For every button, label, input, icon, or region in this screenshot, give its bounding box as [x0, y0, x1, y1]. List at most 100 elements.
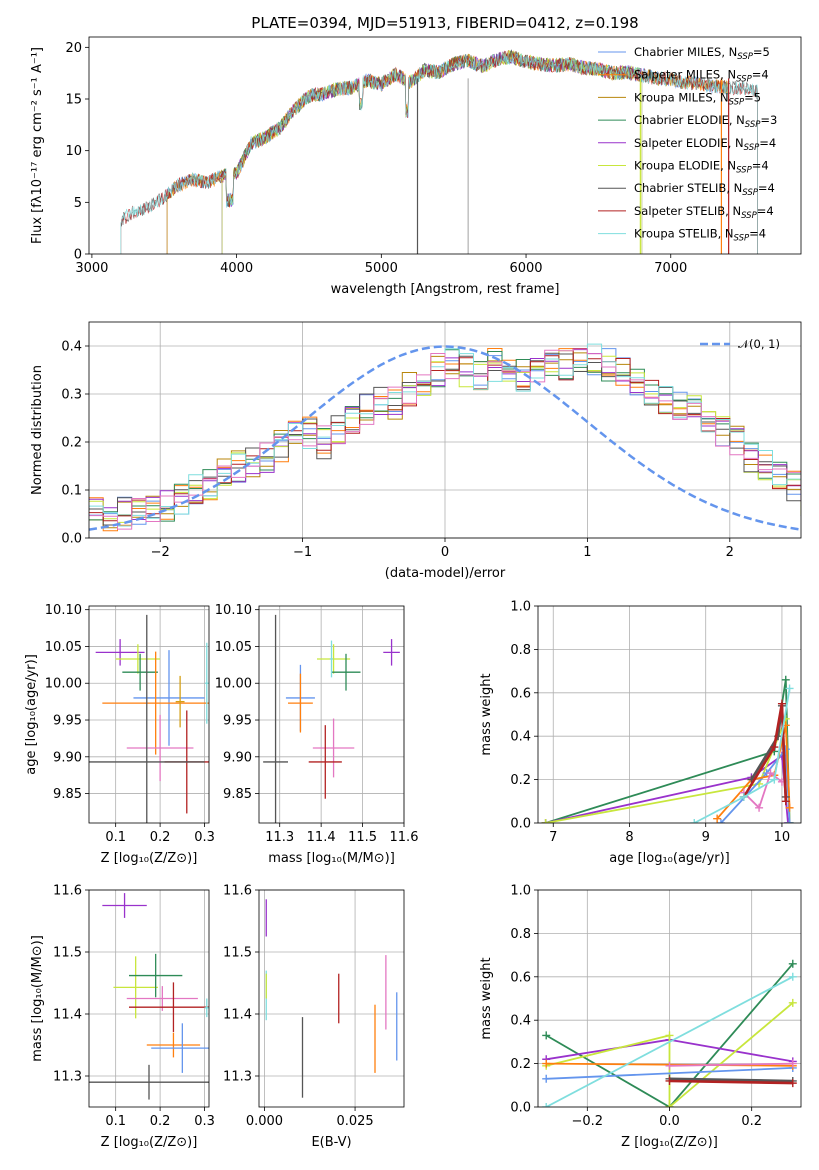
- y-tick-label: 1.0: [510, 884, 531, 899]
- x-axis-label: mass [log₁₀(M/M⊙)]: [268, 851, 395, 866]
- y-tick-label: 10.05: [215, 640, 252, 655]
- histogram-step: [89, 348, 801, 525]
- weight-marker: [542, 1059, 551, 1068]
- axes-frame: [537, 605, 802, 824]
- weight-line: [546, 1067, 793, 1080]
- legend-entry: Kroupa ELODIE, NSSP=4: [634, 159, 769, 176]
- y-tick-label: 11.6: [223, 884, 252, 899]
- panel-3: 0.1 0.2 0.3 9.85 9.90 9.95 10.00 10.05 10.10 Z [l…: [24, 603, 215, 866]
- legend-subscript: SSP: [736, 75, 752, 85]
- x-tick-label: −0.2: [572, 1114, 604, 1129]
- y-tick-label: 10.10: [45, 603, 82, 618]
- y-tick-label: 1.0: [510, 600, 531, 615]
- plot-area: [89, 614, 209, 823]
- panel-5: 7 8 9 10 0.0 0.2 0.4 0.6 0.8 1.0 age [log₁₀(age/yr…: [479, 600, 802, 866]
- x-tick-label: −2: [151, 545, 170, 560]
- y-axis-label: mass weight: [479, 673, 494, 755]
- x-tick-label: 8: [625, 830, 633, 845]
- data-point: [95, 639, 145, 666]
- legend-entry: Chabrier STELIB, NSSP=4: [634, 181, 775, 198]
- legend-entry: Salpeter STELIB, NSSP=4: [634, 204, 774, 221]
- weight-marker: [770, 743, 779, 752]
- weight-marker: [739, 792, 748, 801]
- plot-area: [120, 49, 758, 254]
- y-tick-label: 0: [74, 248, 82, 263]
- data-point: [129, 982, 209, 1032]
- data-point: [102, 651, 209, 755]
- weight-marker: [785, 803, 794, 812]
- histogram-step: [89, 349, 801, 520]
- weight-line: [545, 976, 794, 1107]
- weight-line: [669, 1077, 793, 1083]
- weight-marker: [788, 998, 797, 1007]
- y-tick-label: 0.0: [510, 817, 531, 832]
- weight-marker: [665, 1061, 674, 1070]
- data-point: [331, 653, 361, 691]
- y-tick-label: 10.00: [45, 677, 82, 692]
- data-point: [122, 653, 158, 691]
- x-tick-label: 0: [441, 545, 449, 560]
- legend-suffix: =4: [759, 136, 776, 150]
- weight-line: [669, 1079, 793, 1085]
- histogram-step: [89, 352, 801, 529]
- x-tick-label: 0.025: [336, 1114, 373, 1129]
- y-tick-label: 0.6: [510, 686, 531, 701]
- x-tick-label: 0.0: [659, 1114, 680, 1129]
- data-point: [205, 642, 209, 724]
- x-axis-label: Z [log₁₀(Z/Z⊙)]: [101, 1135, 198, 1150]
- weight-marker: [784, 819, 793, 823]
- y-tick-label: 9.95: [53, 714, 82, 729]
- data-point: [312, 718, 355, 778]
- weight-marker: [713, 814, 722, 823]
- y-tick-label: 0.4: [61, 340, 82, 355]
- weight-marker: [541, 819, 550, 823]
- weight-line: [545, 717, 791, 823]
- spectrum-line: [221, 50, 643, 254]
- weight-marker: [788, 959, 797, 968]
- weight-marker: [665, 1076, 674, 1085]
- data-point: [129, 953, 183, 998]
- chart-title: PLATE=0394, MJD=51913, FIBERID=0412, z=0…: [251, 14, 638, 32]
- x-tick-label: 3000: [75, 261, 108, 276]
- y-tick-label: 0.2: [510, 1057, 531, 1072]
- weight-line: [669, 1062, 793, 1067]
- x-tick-label: 0.1: [105, 830, 126, 845]
- y-tick-label: 11.4: [223, 1008, 252, 1023]
- normal-curve: [89, 345, 801, 531]
- weight-marker: [770, 775, 779, 784]
- plot-area: [89, 343, 801, 532]
- legend-entry: Salpeter MILES, NSSP=4: [634, 68, 769, 85]
- plot-area: [89, 893, 209, 1100]
- plot-area: [263, 614, 400, 823]
- y-axis-label: Normed distribution: [30, 365, 45, 495]
- spectrum-line: [120, 51, 758, 254]
- x-tick-label: 0.000: [246, 1114, 283, 1129]
- weight-marker: [690, 819, 699, 823]
- data-point: [329, 640, 334, 678]
- data-point: [263, 614, 288, 823]
- x-tick-label: 10: [774, 830, 791, 845]
- x-tick-label: 2: [726, 545, 734, 560]
- legend-entry: Kroupa STELIB, NSSP=4: [634, 227, 766, 244]
- legend-entry: Chabrier ELODIE, NSSP=3: [634, 113, 777, 130]
- plot-area: [541, 675, 794, 823]
- legend-subscript: SSP: [729, 97, 745, 107]
- y-tick-label: 0.0: [61, 532, 82, 547]
- panel-2: −2 −1 0 1 2 0.0 0.1 0.2 0.3 0.4 (data-model)/error…: [30, 321, 802, 581]
- weight-line: [545, 963, 794, 1107]
- weight-marker: [716, 819, 725, 823]
- y-tick-label: 11.3: [53, 1070, 82, 1085]
- weight-line: [545, 1002, 794, 1107]
- legend-suffix: =3: [760, 113, 777, 127]
- x-tick-label: 9: [702, 830, 710, 845]
- weight-marker: [665, 1031, 674, 1040]
- legend-subscript: SSP: [744, 143, 760, 153]
- legend-suffix: =5: [753, 45, 770, 59]
- histogram-step: [89, 348, 801, 530]
- legend-suffix: =4: [752, 159, 769, 173]
- y-tick-label: 0.2: [61, 436, 82, 451]
- y-tick-label: 9.95: [223, 714, 252, 729]
- x-axis-label: (data-model)/error: [385, 566, 506, 581]
- x-tick-label: 7000: [654, 261, 687, 276]
